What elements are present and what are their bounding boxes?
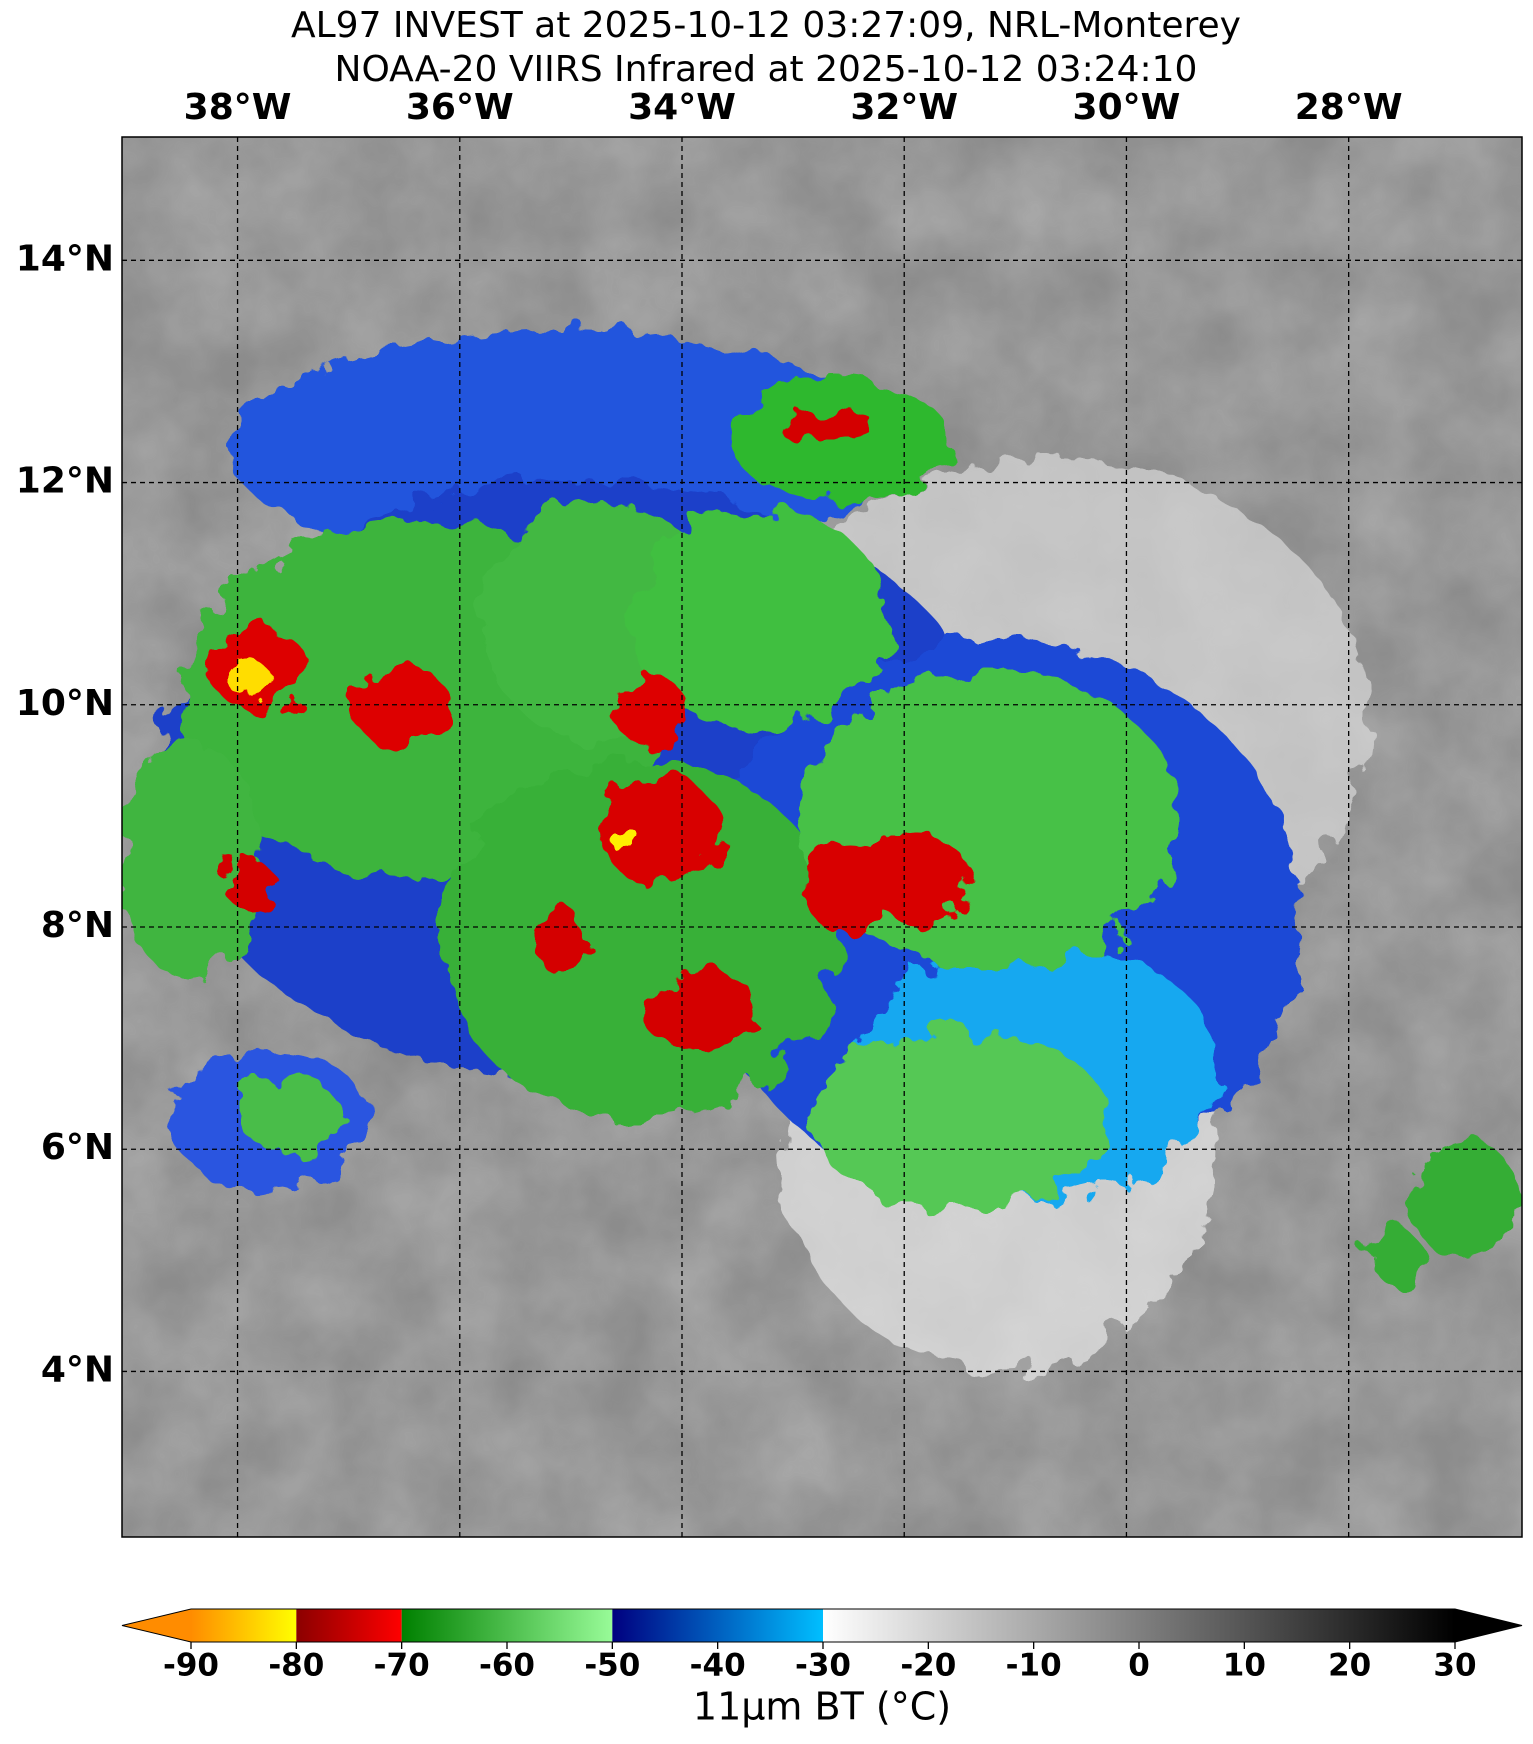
colorbar-segment (823, 1609, 1455, 1642)
colorbar-segment (296, 1609, 402, 1642)
x-tick-label: 32°W (850, 87, 958, 128)
y-tick-label: 6°N (41, 1127, 114, 1168)
colorbar-tick-label: 30 (1433, 1648, 1476, 1684)
y-tick-label: 8°N (41, 905, 114, 946)
colorbar-segment (401, 1609, 613, 1642)
colorbar: -90 -80 -70 -60 -50 -40 -30 -20 -10 0 10 20 30 (121, 1608, 1523, 1684)
colorbar-tick-label: 10 (1223, 1648, 1266, 1684)
y-tick-label: 4°N (41, 1349, 114, 1390)
map-frame (121, 136, 1523, 1538)
colorbar-tick-label: -80 (268, 1648, 324, 1684)
colorbar-tick-label: 0 (1128, 1648, 1150, 1684)
colorbar-segment (612, 1609, 823, 1642)
colorbar-label: 11μm BT (°C) (693, 1685, 951, 1729)
colorbar-tick-label: -40 (690, 1648, 746, 1684)
colorbar-tick-label: -10 (1006, 1648, 1062, 1684)
colorbar-tick-label: -90 (163, 1648, 219, 1684)
x-tick-label: 28°W (1295, 87, 1403, 128)
colorbar-tick-label: -30 (795, 1648, 851, 1684)
x-tick-label: 34°W (628, 87, 736, 128)
x-tick-label: 36°W (406, 87, 514, 128)
colorbar-tick-label: -70 (374, 1648, 430, 1684)
colorbar-tick-label: 20 (1328, 1648, 1371, 1684)
colorbar-extend (1455, 1609, 1522, 1642)
y-tick-label: 10°N (16, 683, 114, 724)
title-line: NOAA-20 VIIRS Infrared at 2025-10-12 03:… (335, 49, 1198, 90)
colorbar-segment (191, 1609, 297, 1642)
colorbar-tick-label: -20 (900, 1648, 956, 1684)
title-line: AL97 INVEST at 2025-10-12 03:27:09, NRL-… (291, 5, 1241, 46)
x-tick-label: 38°W (184, 87, 292, 128)
colorbar-extend (122, 1609, 191, 1642)
y-tick-label: 12°N (16, 461, 114, 502)
colorbar-tick-label: -50 (584, 1648, 640, 1684)
y-tick-label: 14°N (16, 238, 114, 279)
imagery (122, 137, 1522, 1537)
x-tick-label: 30°W (1073, 87, 1181, 128)
colorbar-tick-label: -60 (479, 1648, 535, 1684)
